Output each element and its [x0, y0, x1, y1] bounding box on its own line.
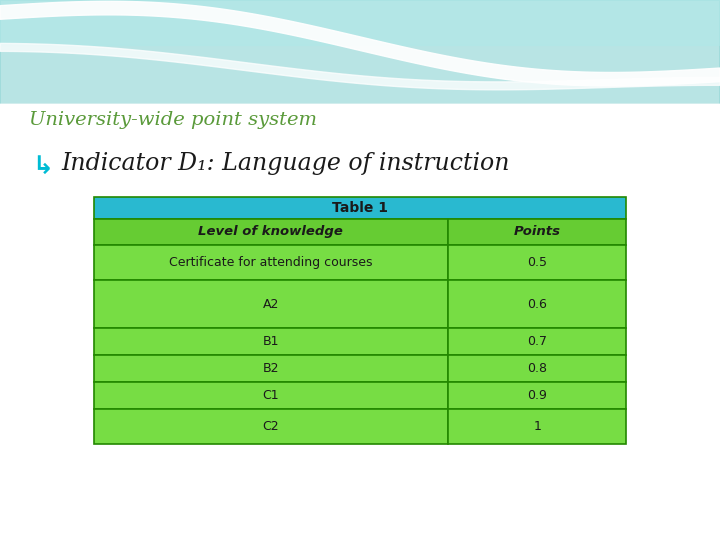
Bar [94, 409, 448, 444]
Text: B2: B2 [263, 362, 279, 375]
Text: A2: A2 [263, 298, 279, 310]
Text: 0.7: 0.7 [527, 335, 547, 348]
Text: 0.5: 0.5 [527, 255, 547, 269]
Bar [94, 355, 448, 382]
Text: 0.8: 0.8 [527, 362, 547, 375]
Bar [94, 197, 626, 219]
Bar [94, 219, 448, 245]
Bar [448, 355, 626, 382]
Text: Certificate for attending courses: Certificate for attending courses [169, 255, 372, 269]
Bar [448, 382, 626, 409]
Bar [94, 328, 448, 355]
Bar [448, 328, 626, 355]
Text: 1: 1 [534, 420, 541, 434]
Text: ↳: ↳ [32, 154, 53, 178]
Text: C1: C1 [263, 389, 279, 402]
Bar [94, 280, 448, 328]
Text: Level of knowledge: Level of knowledge [198, 225, 343, 238]
Text: Table 1: Table 1 [332, 201, 388, 215]
Bar [448, 245, 626, 280]
Bar [94, 382, 448, 409]
Text: B1: B1 [263, 335, 279, 348]
Text: 0.6: 0.6 [527, 298, 547, 310]
Text: 0.9: 0.9 [527, 389, 547, 402]
Text: Indicator D₁: Language of instruction: Indicator D₁: Language of instruction [61, 152, 510, 176]
Text: Points: Points [513, 225, 561, 238]
Bar [448, 280, 626, 328]
Text: C2: C2 [263, 420, 279, 434]
Text: University-wide point system: University-wide point system [29, 111, 317, 129]
Bar [448, 219, 626, 245]
Bar [448, 409, 626, 444]
Bar [94, 245, 448, 280]
